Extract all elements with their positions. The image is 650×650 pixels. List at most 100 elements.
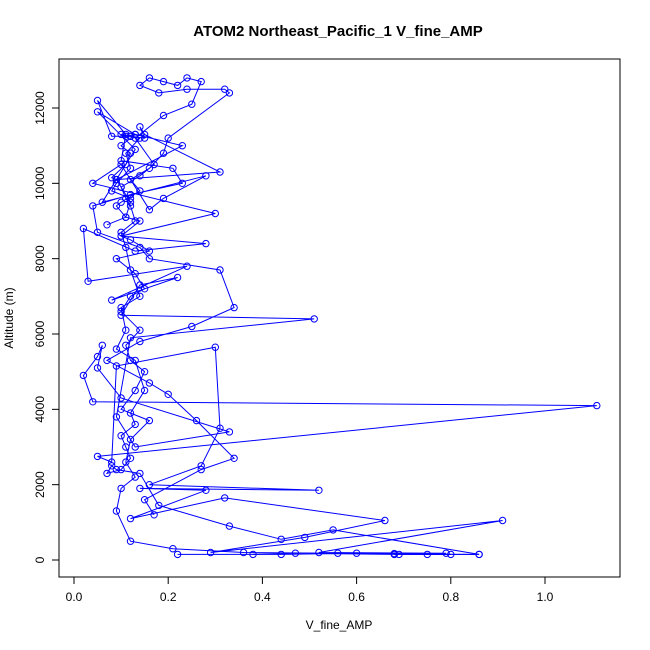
chart-title: ATOM2 Northeast_Pacific_1 V_fine_AMP (193, 23, 483, 40)
data-point (225, 428, 234, 436)
data-point (112, 179, 121, 188)
data-point (225, 522, 234, 530)
data-point (117, 484, 125, 493)
data-point (112, 362, 121, 370)
data-point (216, 168, 224, 176)
x-tick-label: 0.8 (442, 590, 459, 604)
data-point (93, 364, 102, 372)
data-point (150, 160, 158, 169)
data-point (230, 454, 238, 462)
data-point (84, 277, 92, 285)
data-point (126, 409, 135, 417)
series-line (82, 100, 597, 555)
data-point (108, 174, 116, 182)
data-point (140, 496, 149, 504)
data-point (169, 545, 177, 553)
data-point (117, 432, 125, 440)
data-point (112, 465, 121, 474)
x-tick-label: 0.2 (160, 590, 177, 604)
data-point (277, 535, 285, 543)
data-point (117, 405, 125, 413)
data-point (126, 537, 135, 545)
data-point (381, 516, 389, 525)
data-point (117, 198, 125, 206)
data-point (178, 179, 187, 188)
data-point (122, 194, 130, 203)
data-point (173, 550, 182, 559)
y-tick-label: 2000 (33, 471, 47, 498)
data-point (136, 217, 144, 225)
data-point (155, 501, 163, 510)
series-line (105, 133, 480, 555)
data-point (122, 243, 130, 252)
data-point (89, 398, 97, 406)
data-point (122, 443, 130, 451)
data-point (145, 255, 154, 263)
data-point (221, 85, 229, 93)
data-point (202, 172, 210, 180)
data-point (126, 514, 135, 523)
data-point (395, 550, 403, 559)
data-point (173, 273, 182, 282)
y-tick-label: 6000 (33, 320, 47, 347)
data-point (301, 533, 309, 542)
y-tick-label: 10000 (33, 166, 47, 200)
data-point (593, 401, 601, 410)
data-point (183, 262, 191, 270)
data-point (112, 175, 121, 184)
data-point (98, 198, 107, 206)
data-point (117, 465, 125, 474)
data-point (140, 134, 149, 142)
x-tick-label: 1.0 (537, 590, 554, 604)
x-tick-label: 0.6 (348, 590, 365, 604)
data-point (140, 368, 149, 376)
series-layer (79, 74, 601, 559)
data-point (211, 343, 220, 351)
data-point (315, 548, 323, 557)
data-point (249, 550, 257, 559)
data-point (126, 175, 135, 184)
y-tick-label: 12000 (33, 91, 47, 125)
data-point (136, 326, 144, 334)
data-point (122, 160, 130, 169)
x-tick-label: 0.0 (66, 590, 83, 604)
data-point (183, 85, 191, 93)
data-point (188, 100, 196, 108)
plot-frame (58, 58, 621, 578)
data-point (136, 292, 144, 300)
data-point (140, 386, 149, 395)
data-point (108, 187, 116, 195)
data-point (159, 77, 168, 86)
data-point (126, 149, 135, 157)
data-point (117, 228, 125, 237)
data-point (498, 516, 507, 525)
data-point (159, 194, 168, 203)
data-point (131, 356, 139, 365)
data-point (126, 164, 135, 173)
data-point (122, 149, 130, 157)
data-point (136, 187, 144, 195)
data-point (310, 315, 318, 323)
data-point (112, 202, 121, 210)
data-point (117, 303, 125, 312)
data-point (117, 160, 125, 169)
data-point (131, 217, 139, 225)
data-point (164, 134, 172, 142)
data-point (197, 77, 205, 86)
data-point (93, 352, 102, 361)
data-point (122, 458, 130, 466)
data-point (93, 228, 102, 237)
data-point (145, 379, 154, 387)
data-point (126, 202, 135, 210)
data-point (126, 454, 135, 462)
data-point (390, 549, 398, 558)
data-point (136, 337, 144, 346)
data-point (131, 473, 139, 481)
data-point (197, 465, 205, 474)
data-point (145, 74, 154, 82)
data-point (183, 74, 191, 82)
data-point (122, 341, 130, 349)
data-point (122, 213, 130, 221)
data-point (93, 108, 102, 116)
data-point (89, 202, 97, 210)
